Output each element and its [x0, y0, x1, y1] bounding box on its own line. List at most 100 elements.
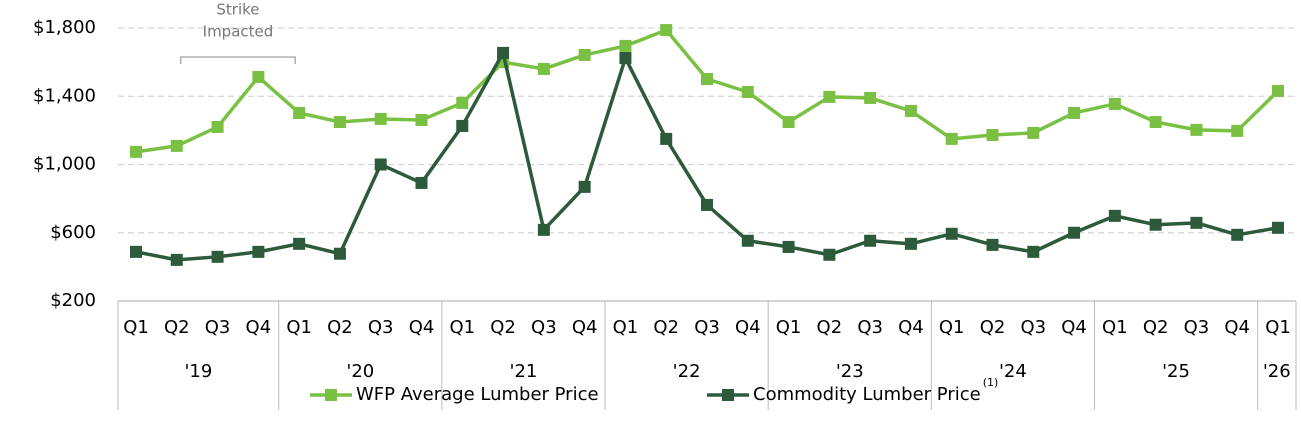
annotation: Strike: [216, 1, 259, 19]
marker: [782, 116, 795, 129]
marker: [537, 62, 550, 75]
marker: [904, 104, 917, 117]
marker: [701, 73, 713, 86]
marker: [619, 52, 632, 65]
x-tick-label: Q4: [246, 317, 272, 338]
x-tick-label: Q3: [531, 317, 557, 338]
marker: [456, 119, 469, 132]
x-group-label: '25: [1162, 361, 1190, 382]
marker: [211, 250, 224, 263]
marker: [130, 145, 142, 158]
x-tick-label: Q1: [449, 317, 475, 338]
marker: [1149, 218, 1162, 231]
marker: [293, 237, 306, 250]
x-tick-label: Q3: [368, 317, 394, 338]
x-tick-label: Q2: [653, 317, 679, 338]
marker: [823, 248, 836, 261]
y-tick-label: $200: [50, 290, 96, 311]
marker: [660, 24, 673, 37]
x-tick-label: Q3: [1184, 317, 1210, 338]
marker: [864, 234, 877, 247]
x-tick-label: Q1: [1102, 317, 1128, 338]
annotation-bracket: [180, 56, 296, 64]
x-tick-label: Q4: [409, 317, 435, 338]
marker: [1272, 84, 1284, 97]
legend-footnote: (1): [983, 376, 999, 389]
marker: [497, 46, 510, 59]
marker: [1231, 124, 1244, 137]
y-tick-label: $600: [50, 222, 96, 243]
marker: [1272, 221, 1284, 234]
x-tick-label: Q3: [205, 317, 231, 338]
marker: [660, 132, 673, 145]
x-tick-label: Q1: [613, 317, 639, 338]
marker: [374, 158, 387, 171]
x-tick-label: Q4: [1224, 317, 1250, 338]
marker: [415, 113, 428, 126]
x-group-label: '24: [999, 361, 1027, 382]
marker: [945, 227, 958, 240]
marker: [1190, 216, 1203, 229]
marker: [130, 245, 142, 258]
x-tick-label: Q4: [572, 317, 598, 338]
x-tick-label: Q2: [980, 317, 1006, 338]
marker: [456, 96, 469, 109]
marker: [701, 198, 713, 211]
legend-marker: [722, 389, 734, 401]
marker: [945, 132, 958, 145]
marker: [333, 116, 346, 129]
marker: [904, 237, 917, 250]
y-tick-label: $1,400: [33, 85, 96, 106]
marker: [578, 48, 591, 61]
marker: [1027, 126, 1040, 139]
x-tick-label: Q2: [164, 317, 190, 338]
marker: [537, 223, 550, 236]
marker: [252, 70, 265, 83]
x-tick-label: Q3: [694, 317, 720, 338]
x-tick-label: Q3: [1020, 317, 1046, 338]
x-tick-label: Q2: [817, 317, 843, 338]
marker: [1190, 123, 1203, 136]
marker: [741, 234, 754, 247]
marker: [986, 128, 999, 141]
marker: [741, 85, 754, 98]
x-tick-label: Q1: [939, 317, 965, 338]
marker: [333, 247, 346, 260]
x-tick-label: Q4: [1061, 317, 1087, 338]
marker: [1231, 228, 1244, 241]
y-tick-label: $1,800: [33, 17, 96, 38]
x-group-label: '26: [1263, 361, 1291, 382]
x-tick-label: Q3: [857, 317, 883, 338]
annotation: Impacted: [203, 23, 274, 41]
marker: [823, 90, 836, 103]
marker: [170, 253, 183, 266]
legend-marker: [325, 389, 337, 401]
marker: [864, 91, 877, 104]
x-group-label: '19: [184, 361, 212, 382]
x-tick-label: Q4: [898, 317, 924, 338]
x-group-label: '21: [510, 361, 538, 382]
series-line: [135, 28, 1280, 154]
x-tick-label: Q1: [776, 317, 802, 338]
legend-label: Commodity Lumber Price: [753, 384, 981, 405]
legend-label: WFP Average Lumber Price: [356, 384, 599, 405]
x-group-label: '22: [673, 361, 701, 382]
marker: [1108, 209, 1121, 222]
marker: [782, 240, 795, 253]
x-tick-label: Q1: [286, 317, 312, 338]
marker: [578, 180, 591, 193]
marker: [415, 176, 428, 189]
x-group-label: '20: [346, 361, 374, 382]
x-tick-label: Q2: [327, 317, 353, 338]
x-tick-label: Q1: [123, 317, 149, 338]
x-tick-label: Q2: [490, 317, 516, 338]
marker: [293, 106, 306, 119]
y-tick-label: $1,000: [33, 154, 96, 175]
marker: [1027, 245, 1040, 258]
marker: [1068, 226, 1081, 239]
marker: [1068, 106, 1081, 119]
marker: [252, 245, 265, 258]
marker: [374, 112, 387, 125]
